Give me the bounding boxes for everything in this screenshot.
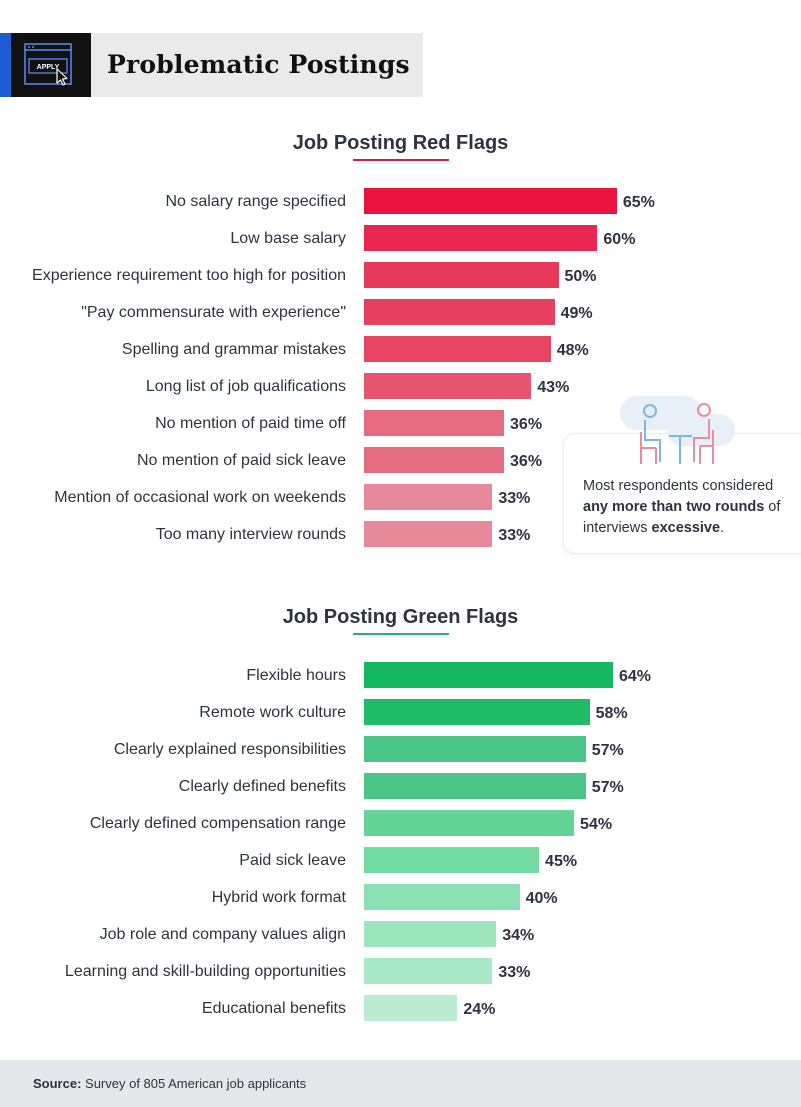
bar — [364, 484, 493, 510]
bar-value-label: 58% — [595, 705, 628, 722]
bar-label: Remote work culture — [199, 704, 346, 721]
bar — [364, 699, 590, 725]
bar-label: No salary range specified — [165, 193, 346, 210]
bar — [364, 262, 559, 288]
header-icon-box: APPLY — [11, 33, 91, 97]
bar — [364, 336, 551, 362]
apply-icon-text: APPLY — [37, 64, 60, 71]
bar-label: Low base salary — [230, 230, 346, 247]
bar-label: No mention of paid time off — [155, 415, 346, 432]
bar-value-label: 24% — [463, 1001, 496, 1018]
callout-text: Most respondents considered any more tha… — [583, 476, 798, 539]
bar-label: Learning and skill-building opportunitie… — [64, 963, 346, 980]
bar-value-label: 33% — [498, 490, 531, 507]
callout-bold2: excessive — [651, 520, 721, 536]
bar — [364, 521, 493, 547]
bar-value-label: 45% — [545, 853, 578, 870]
bar — [364, 410, 505, 436]
green-flags-chart: Flexible hours 64% Remote work culture 58% C… — [0, 662, 801, 1032]
bar-value-label: 57% — [591, 779, 624, 796]
bar-value-label: 64% — [618, 668, 651, 685]
bar — [364, 773, 586, 799]
bar-value-label: 49% — [560, 305, 593, 322]
bar-value-label: 48% — [556, 342, 589, 359]
bar-value-label: 54% — [580, 816, 613, 833]
bar-value-label: 50% — [564, 268, 597, 285]
bar — [364, 995, 458, 1021]
callout-line1: Most respondents considered — [583, 478, 774, 494]
header-banner: APPLY Problematic Postings — [0, 33, 423, 97]
bar-value-label: 34% — [502, 927, 535, 944]
bar — [364, 921, 497, 947]
bar-label: Experience requirement too high for posi… — [32, 267, 346, 284]
bar — [364, 662, 613, 688]
bar — [364, 736, 586, 762]
red-flags-chart: No salary range specified 65% Low base sal… — [0, 188, 801, 558]
bar — [364, 810, 575, 836]
bar-label: Hybrid work format — [211, 889, 346, 906]
bar-label: Long list of job qualifications — [145, 378, 346, 395]
bar — [364, 847, 540, 873]
bar — [364, 188, 617, 214]
bar-value-label: 36% — [510, 453, 543, 470]
bar-value-label: 57% — [591, 742, 624, 759]
bar-label: Clearly defined compensation range — [89, 815, 346, 832]
page-title: Problematic Postings — [107, 50, 410, 79]
bar-label: "Pay commensurate with experience" — [81, 304, 346, 321]
bar-label: Job role and company values align — [99, 926, 346, 943]
green-flags-underline — [353, 633, 449, 635]
bar-value-label: 36% — [510, 416, 543, 433]
bar-value-label: 33% — [498, 964, 531, 981]
bar-label: Too many interview rounds — [155, 526, 346, 543]
bar-label: Clearly explained responsibilities — [113, 741, 346, 758]
bar-value-label: 40% — [525, 890, 558, 907]
bar — [364, 373, 532, 399]
bar-value-label: 33% — [498, 527, 531, 544]
source-text: Source: Survey of 805 American job appli… — [33, 1076, 306, 1091]
accent-strip — [0, 33, 11, 97]
browser-window-cursor-icon: APPLY — [24, 43, 72, 86]
bar — [364, 299, 555, 325]
bar-value-label: 65% — [622, 194, 655, 211]
bar-label: Paid sick leave — [239, 852, 346, 869]
red-flags-underline — [353, 159, 449, 161]
callout-line2: of interviews — [583, 499, 781, 536]
green-flags-title: Job Posting Green Flags — [282, 606, 519, 628]
bar-label: Educational benefits — [201, 1000, 346, 1017]
bar-label: No mention of paid sick leave — [137, 452, 346, 469]
red-flags-title: Job Posting Red Flags — [292, 132, 509, 154]
source-label: Source: — [33, 1076, 82, 1091]
bar-label: Flexible hours — [246, 667, 346, 684]
bar-value-label: 60% — [603, 231, 636, 248]
bar — [364, 225, 598, 251]
interview-people-icon — [620, 396, 735, 464]
source-footer: Source: Survey of 805 American job appli… — [0, 1060, 801, 1107]
bar — [364, 447, 505, 473]
bar-label: Spelling and grammar mistakes — [121, 341, 346, 358]
source-body: Survey of 805 American job applicants — [85, 1076, 307, 1091]
bar-label: Clearly defined benefits — [178, 778, 346, 795]
bar — [364, 884, 520, 910]
callout-bold1: any more than two rounds — [583, 499, 765, 515]
callout-end: . — [720, 520, 725, 536]
bar — [364, 958, 493, 984]
bar-label: Mention of occasional work on weekends — [54, 489, 346, 506]
bar-value-label: 43% — [537, 379, 570, 396]
